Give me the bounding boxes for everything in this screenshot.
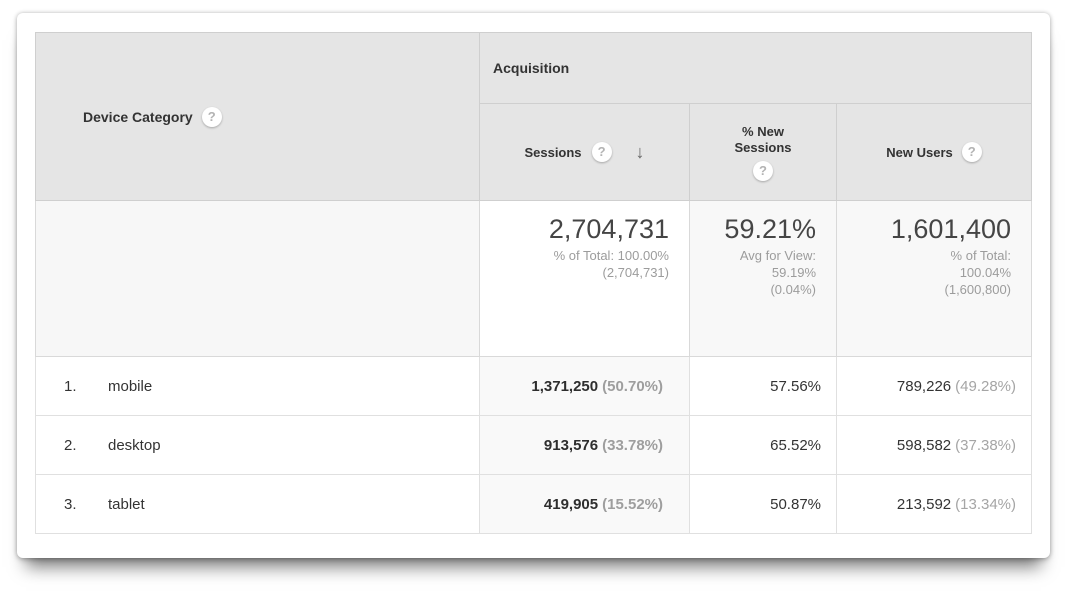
metric-header-row: Sessions ? ↓ % New Sessions ? New [36,103,1033,201]
group-header-acquisition: Acquisition [478,32,1033,104]
device-cell: 1. mobile [35,356,480,416]
device-name: desktop [108,436,161,454]
sessions-percent: (50.70%) [602,377,663,395]
new-users-cell: 213,592 (13.34%) [835,474,1033,534]
new-users-total-note: 100.04% [959,265,1012,280]
sort-descending-icon[interactable]: ↓ [635,142,645,162]
new-users-percent: (13.34%) [955,495,1017,513]
new-users-label: New Users [886,144,953,160]
new-users-percent: (37.38%) [955,436,1017,454]
summary-sessions-cell: 2,704,731 % of Total: 100.00% (2,704,731… [479,200,690,357]
sessions-value: 419,905 [543,495,599,513]
percent-new-sessions-total-value: 59.21% [724,214,816,244]
help-icon[interactable]: ? [961,142,982,162]
summary-new-users-cell: 1,601,400 % of Total: 100.04% (1,600,800… [835,200,1033,357]
new-users-cell: 789,226 (49.28%) [835,356,1033,416]
help-icon[interactable]: ? [591,142,612,162]
percent-new-sessions-value: 65.52% [770,436,821,454]
sessions-value: 913,576 [543,436,599,454]
device-name: mobile [108,377,153,395]
new-users-header-wrap: New Users ? [886,142,982,162]
percent-new-sessions-header-wrap: % New Sessions ? [724,124,802,181]
new-users-total-note: % of Total: [950,248,1012,263]
group-header-row: Device Category ? Acquisition [35,32,1033,201]
help-icon[interactable]: ? [753,160,773,181]
column-header-sessions[interactable]: Sessions ? ↓ [479,103,690,201]
percent-new-sessions-cell: 57.56% [689,356,837,416]
sessions-total-value: 2,704,731 [548,214,669,244]
row-index: 1. [64,377,77,395]
device-category-header-wrap: Device Category ? [83,106,222,127]
summary-row: 2,704,731 % of Total: 100.00% (2,704,731… [35,200,1033,357]
sessions-total-note: % of Total: 100.00% [553,248,669,263]
row-index: 2. [64,436,77,454]
new-users-value: 598,582 [896,436,952,454]
sessions-header-wrap: Sessions ? ↓ [524,142,645,162]
sessions-total-note: (2,704,731) [602,265,670,280]
help-icon[interactable]: ? [201,106,222,127]
percent-new-sessions-total-note: (0.04%) [770,282,816,297]
new-users-cell: 598,582 (37.38%) [835,415,1033,475]
report-card: Device Category ? Acquisition Sessions ?… [17,13,1050,558]
column-header-new-users[interactable]: New Users ? [835,103,1033,201]
device-cell: 2. desktop [35,415,480,475]
new-users-total-value: 1,601,400 [890,214,1012,244]
row-index: 3. [64,495,77,513]
percent-new-sessions-cell: 65.52% [689,415,837,475]
percent-new-sessions-cell: 50.87% [689,474,837,534]
new-users-percent: (49.28%) [955,377,1017,395]
sessions-percent: (33.78%) [602,436,663,454]
percent-new-sessions-value: 57.56% [770,377,821,395]
sessions-label: Sessions [524,144,582,160]
table-row: 2. desktop 913,576 (33.78%) 65.52% 598,582… [35,415,1033,475]
device-cell: 3. tablet [35,474,480,534]
sessions-cell: 913,576 (33.78%) [479,415,690,475]
column-header-device-category[interactable]: Device Category ? [35,32,480,201]
column-header-percent-new-sessions[interactable]: % New Sessions ? [689,103,837,201]
table-row: 1. mobile 1,371,250 (50.70%) 57.56% 789,22… [35,356,1033,416]
sessions-cell: 1,371,250 (50.70%) [479,356,690,416]
sessions-percent: (15.52%) [602,495,663,513]
new-users-value: 789,226 [896,377,952,395]
device-category-label: Device Category [83,108,193,125]
table-row: 3. tablet 419,905 (15.52%) 50.87% 213,592(… [35,474,1033,534]
percent-new-sessions-total-note: Avg for View: [739,248,816,263]
sessions-value: 1,371,250 [531,377,599,395]
summary-dimension-cell [35,200,480,357]
percent-new-sessions-total-note: 59.19% [771,265,816,280]
percent-new-sessions-label: % New Sessions [734,123,792,155]
device-name: tablet [108,495,145,513]
device-category-table: Device Category ? Acquisition Sessions ?… [35,32,1033,534]
summary-percent-new-sessions-cell: 59.21% Avg for View: 59.19% (0.04%) [689,200,837,357]
new-users-value: 213,592 [896,495,952,513]
percent-new-sessions-value: 50.87% [770,495,821,513]
new-users-total-note: (1,600,800) [944,282,1012,297]
sessions-cell: 419,905 (15.52%) [479,474,690,534]
acquisition-label: Acquisition [493,60,570,76]
